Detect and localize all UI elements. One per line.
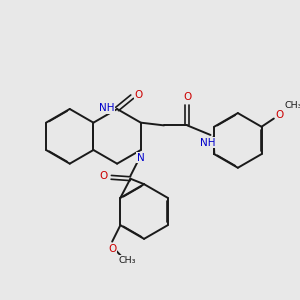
Text: NH: NH xyxy=(99,103,114,113)
Text: O: O xyxy=(183,92,191,102)
Text: O: O xyxy=(276,110,284,120)
Text: O: O xyxy=(108,244,116,254)
Text: N: N xyxy=(137,153,145,163)
Text: CH₃: CH₃ xyxy=(118,256,136,265)
Text: O: O xyxy=(135,90,143,100)
Text: O: O xyxy=(100,171,108,181)
Text: NH: NH xyxy=(200,138,215,148)
Text: CH₃: CH₃ xyxy=(285,101,300,110)
